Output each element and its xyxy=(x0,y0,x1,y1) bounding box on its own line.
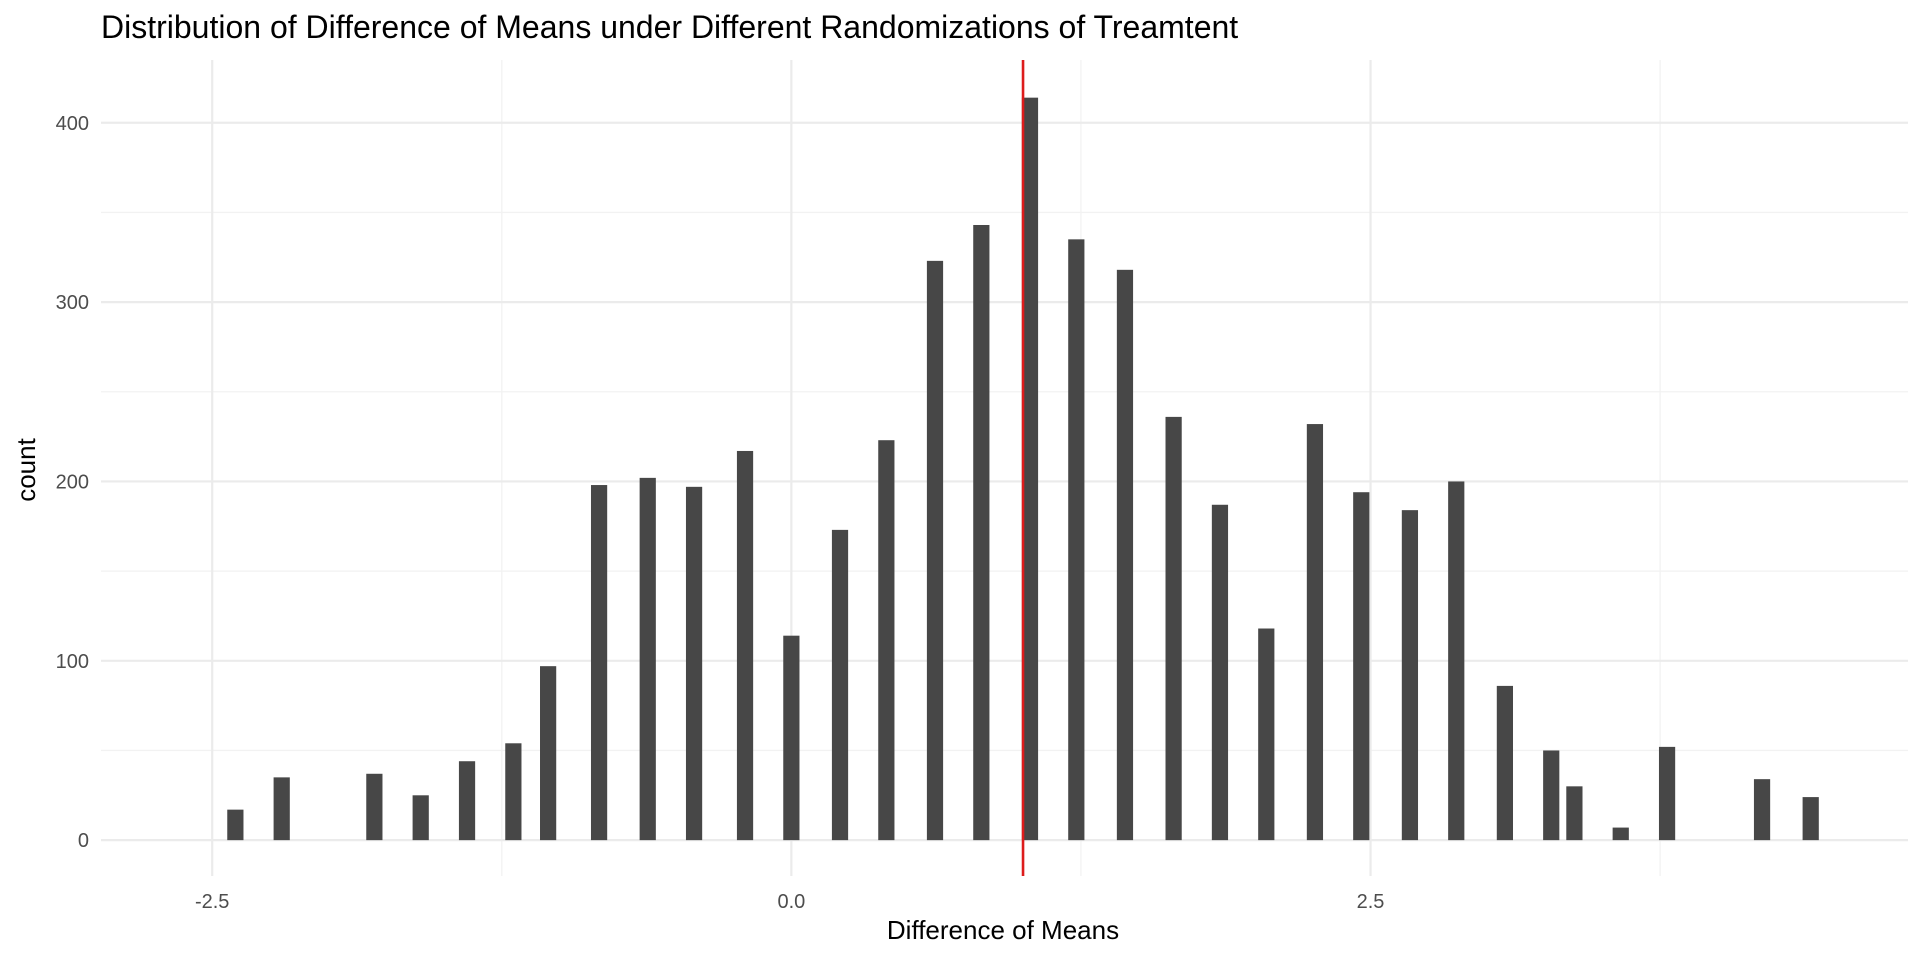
x-tick-label: 2.5 xyxy=(1357,891,1385,913)
histogram-bar xyxy=(590,485,608,841)
histogram-bar xyxy=(540,666,557,841)
histogram-bar xyxy=(273,777,290,841)
grid-lines xyxy=(101,60,1908,876)
histogram-bar xyxy=(878,440,895,841)
histogram-bar xyxy=(227,809,244,841)
histogram-bar xyxy=(1566,786,1583,841)
y-tick-label: 100 xyxy=(56,651,89,673)
histogram-bar xyxy=(1068,239,1085,841)
histogram-bar xyxy=(736,450,754,841)
y-tick-label: 300 xyxy=(56,292,89,314)
histogram-bar xyxy=(1021,97,1039,841)
histogram-bar xyxy=(783,635,800,841)
histogram-bar xyxy=(458,761,476,841)
chart-title: Distribution of Difference of Means unde… xyxy=(101,9,1238,45)
histogram-bar xyxy=(1258,628,1275,841)
y-tick-label: 200 xyxy=(56,471,89,493)
histogram-bar xyxy=(926,260,944,841)
histogram-bar xyxy=(1802,797,1819,841)
y-tick-label: 0 xyxy=(78,830,89,852)
histogram-bar xyxy=(505,743,522,841)
histogram-bar xyxy=(1165,416,1182,841)
histogram-bar xyxy=(1658,746,1676,841)
y-axis-ticks: 0 100 200 300 400 xyxy=(56,113,89,852)
histogram-bar xyxy=(1306,424,1324,841)
x-axis-ticks: -2.5 0.0 2.5 xyxy=(195,891,1384,913)
histogram-bar xyxy=(1211,504,1229,841)
histogram-bar xyxy=(831,529,849,841)
bars xyxy=(227,97,1819,841)
x-axis-title: Difference of Means xyxy=(887,915,1119,945)
y-tick-label: 400 xyxy=(56,113,89,135)
histogram-bar xyxy=(1116,269,1134,841)
x-tick-label: -2.5 xyxy=(195,891,229,913)
histogram-bar xyxy=(685,486,703,841)
histogram-bar xyxy=(366,773,383,841)
histogram-bar xyxy=(1753,779,1771,841)
histogram-bar xyxy=(639,477,656,841)
histogram-bar xyxy=(1496,685,1514,841)
histogram-bar xyxy=(1353,492,1370,841)
histogram-bar xyxy=(1448,481,1465,841)
histogram-bar xyxy=(412,795,429,841)
histogram-bar xyxy=(1401,510,1419,841)
histogram-bar xyxy=(973,224,990,841)
histogram-bar xyxy=(1543,750,1560,841)
x-tick-label: 0.0 xyxy=(777,891,805,913)
histogram-bar xyxy=(1612,827,1629,841)
y-axis-title: count xyxy=(11,437,41,501)
